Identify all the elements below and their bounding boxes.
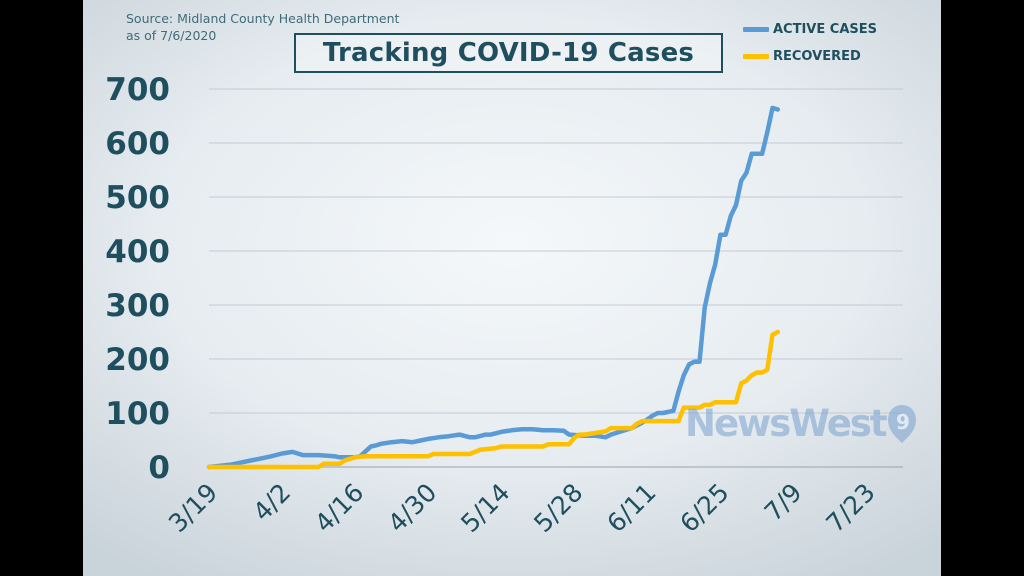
source-line-1: Source: Midland County Health Department [126,11,400,26]
newswest-logo-watermark: NewsWest 9 [685,402,917,445]
x-tick-label-5-14: 5/14 [455,478,515,538]
y-tick-label-200: 200 [105,342,170,378]
y-tick-label-100: 100 [105,396,170,432]
chart-canvas: Source: Midland County Health Department… [83,0,941,576]
legend-item-active-cases: ACTIVE CASES [743,16,877,43]
x-tick-label-4-2: 4/2 [247,478,296,527]
x-tick-label-3-19: 3/19 [163,478,223,538]
series-line-recovered [206,329,781,470]
y-axis-tick-labels: 0 100 200 300 400 500 600 700 [105,72,170,486]
x-tick-label-7-9: 7/9 [759,478,808,527]
svg-text:9: 9 [896,410,909,434]
y-tick-label-500: 500 [105,180,170,216]
legend-label-active-cases: ACTIVE CASES [773,22,877,37]
watermark-text: NewsWest [685,402,888,445]
chart-title: Tracking COVID-19 Cases [294,33,723,73]
y-tick-label-0: 0 [148,450,170,486]
y-tick-label-300: 300 [105,288,170,324]
x-tick-label-6-11: 6/11 [601,478,661,538]
legend: ACTIVE CASES RECOVERED [743,16,877,70]
newswest-badge-icon: 9 [887,404,916,443]
x-tick-label-7-23: 7/23 [821,478,881,538]
x-tick-label-4-16: 4/16 [309,478,369,538]
x-tick-label-5-28: 5/28 [528,478,588,538]
y-tick-label-600: 600 [105,126,170,162]
legend-item-recovered: RECOVERED [743,43,877,70]
y-tick-label-700: 700 [105,72,170,108]
legend-swatch-recovered [743,54,769,59]
source-line-2: as of 7/6/2020 [126,28,217,43]
legend-label-recovered: RECOVERED [773,49,861,64]
series-lines [206,105,781,470]
x-tick-label-6-25: 6/25 [674,478,734,538]
legend-swatch-active-cases [743,27,769,32]
series-line-active-cases [206,105,781,470]
x-axis-tick-labels: 3/19 4/2 4/16 4/30 5/14 5/28 6/11 6/25 7/9 7/23 [163,478,881,538]
x-tick-label-4-30: 4/30 [382,478,442,538]
y-tick-label-400: 400 [105,234,170,270]
source-note: Source: Midland County Health Department… [126,10,399,44]
gridlines [209,88,903,468]
